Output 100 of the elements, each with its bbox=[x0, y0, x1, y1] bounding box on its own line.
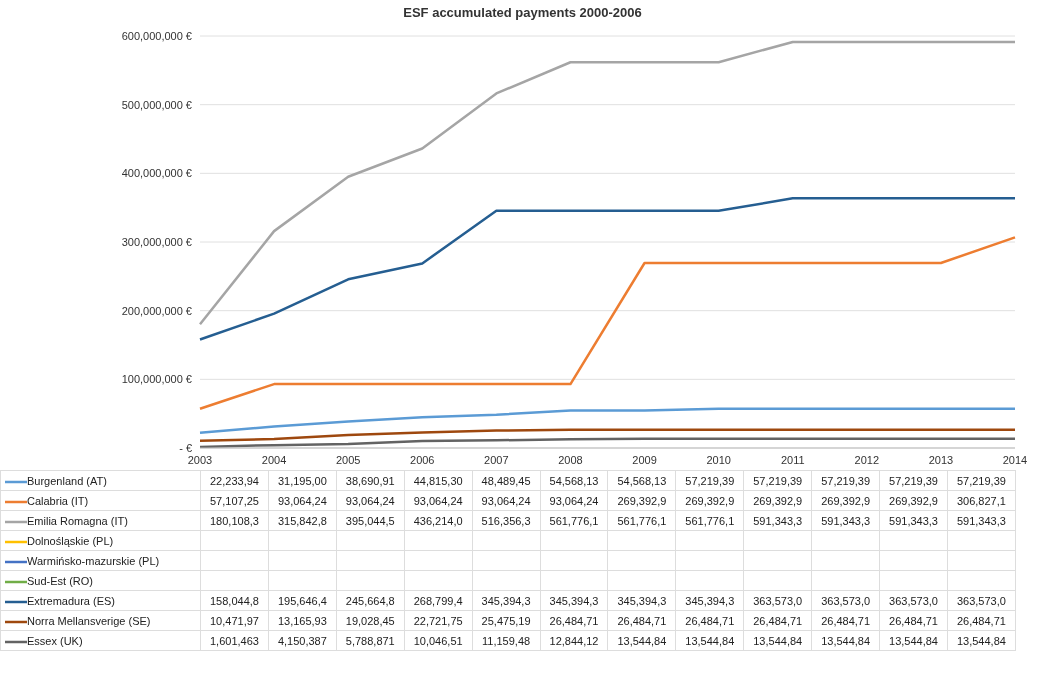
data-label: 44,815,30 bbox=[404, 470, 473, 491]
legend-label: Sud-Est (RO) bbox=[27, 574, 94, 587]
data-label: 345,394,3 bbox=[540, 590, 608, 611]
data-label: 11,159,48 bbox=[472, 630, 541, 651]
data-label: 591,343,3 bbox=[811, 510, 880, 531]
data-label: 13,544,84 bbox=[743, 630, 812, 651]
x-tick-label: 2005 bbox=[335, 453, 361, 466]
y-tick-label: 600,000,000 € bbox=[121, 29, 192, 42]
data-label: 25,475,19 bbox=[472, 610, 541, 631]
legend-label: Burgenland (AT) bbox=[27, 474, 107, 487]
legend-label: Norra Mellansverige (SE) bbox=[27, 614, 151, 627]
data-label: 363,573,0 bbox=[879, 590, 948, 611]
data-label: 306,827,1 bbox=[947, 490, 1016, 511]
data-label: 26,484,71 bbox=[947, 610, 1016, 631]
data-label: 10,471,97 bbox=[200, 610, 269, 631]
data-label: 5,788,871 bbox=[336, 630, 405, 651]
y-tick-label: 300,000,000 € bbox=[121, 235, 192, 248]
data-label: 269,392,9 bbox=[743, 490, 812, 511]
data-label: 57,219,39 bbox=[879, 470, 948, 491]
data-label: 93,064,24 bbox=[336, 490, 405, 511]
legend-label: Warmińsko-mazurskie (PL) bbox=[27, 554, 160, 567]
x-tick-label: 2007 bbox=[484, 453, 509, 466]
x-tick-label: 2008 bbox=[558, 453, 583, 466]
data-label: 158,044,8 bbox=[200, 590, 269, 611]
data-label: 345,394,3 bbox=[607, 590, 676, 611]
x-tick-label: 2006 bbox=[410, 453, 435, 466]
line-series bbox=[198, 40, 1017, 326]
data-label: 591,343,3 bbox=[743, 510, 812, 531]
data-label: 561,776,1 bbox=[540, 510, 608, 531]
data-label: 93,064,24 bbox=[472, 490, 541, 511]
x-tick-label: 2003 bbox=[187, 453, 213, 466]
data-label: 561,776,1 bbox=[607, 510, 676, 531]
data-label: 26,484,71 bbox=[607, 610, 676, 631]
line-series bbox=[198, 236, 1017, 411]
data-label: 13,544,84 bbox=[811, 630, 880, 651]
x-tick-label: 2009 bbox=[632, 453, 657, 466]
x-tick-label: 2014 bbox=[1002, 453, 1028, 466]
data-label: 268,799,4 bbox=[404, 590, 473, 611]
x-tick-label: 2011 bbox=[780, 453, 805, 466]
data-label: 22,721,75 bbox=[404, 610, 473, 631]
data-label: 12,844,12 bbox=[540, 630, 608, 651]
legend-label: Essex (UK) bbox=[27, 634, 83, 647]
data-label: 31,195,00 bbox=[268, 470, 337, 491]
data-label: 395,044,5 bbox=[336, 510, 405, 531]
data-label: 38,690,91 bbox=[336, 470, 405, 491]
legend-label: Dolnośląskie (PL) bbox=[27, 534, 114, 547]
data-label: 13,544,84 bbox=[675, 630, 744, 651]
line-series bbox=[198, 428, 1017, 443]
data-label: 48,489,45 bbox=[472, 470, 541, 491]
data-label: 26,484,71 bbox=[743, 610, 812, 631]
data-label: 195,646,4 bbox=[268, 590, 337, 611]
y-tick-label: 400,000,000 € bbox=[121, 167, 192, 180]
data-label: 93,064,24 bbox=[268, 490, 337, 511]
data-label: 245,664,8 bbox=[336, 590, 405, 611]
y-tick-label: 100,000,000 € bbox=[121, 373, 192, 386]
data-label: 180,108,3 bbox=[200, 510, 269, 531]
data-label: 345,394,3 bbox=[472, 590, 541, 611]
data-label: 591,343,3 bbox=[947, 510, 1016, 531]
data-label: 269,392,9 bbox=[675, 490, 744, 511]
y-tick-label: - € bbox=[179, 441, 192, 454]
data-label: 26,484,71 bbox=[879, 610, 948, 631]
data-label: 363,573,0 bbox=[947, 590, 1016, 611]
data-label: 13,544,84 bbox=[947, 630, 1016, 651]
data-label: 363,573,0 bbox=[811, 590, 880, 611]
data-label: 93,064,24 bbox=[404, 490, 473, 511]
legend-label: Calabria (IT) bbox=[27, 494, 89, 507]
data-label: 345,394,3 bbox=[675, 590, 744, 611]
data-label: 93,064,24 bbox=[540, 490, 608, 511]
chart-title: ESF accumulated payments 2000-2006 bbox=[402, 4, 643, 22]
data-label: 57,219,39 bbox=[743, 470, 812, 491]
y-tick-label: 500,000,000 € bbox=[121, 98, 192, 111]
data-label: 10,046,51 bbox=[404, 630, 473, 651]
y-tick-label: 200,000,000 € bbox=[121, 304, 192, 317]
data-label: 57,219,39 bbox=[675, 470, 744, 491]
data-label: 26,484,71 bbox=[811, 610, 880, 631]
data-label: 13,544,84 bbox=[607, 630, 676, 651]
data-label: 516,356,3 bbox=[472, 510, 541, 531]
x-tick-label: 2013 bbox=[928, 453, 954, 466]
data-label: 57,107,25 bbox=[200, 490, 269, 511]
data-label: 57,219,39 bbox=[947, 470, 1016, 491]
line-series bbox=[198, 437, 1017, 448]
data-label: 13,165,93 bbox=[268, 610, 337, 631]
data-label: 315,842,8 bbox=[268, 510, 337, 531]
data-label: 4,150,387 bbox=[268, 630, 337, 651]
x-tick-label: 2012 bbox=[854, 453, 880, 466]
data-label: 269,392,9 bbox=[607, 490, 676, 511]
data-label: 13,544,84 bbox=[879, 630, 948, 651]
data-label: 54,568,13 bbox=[540, 470, 608, 491]
data-label: 22,233,94 bbox=[200, 470, 269, 491]
data-label: 591,343,3 bbox=[879, 510, 948, 531]
data-label: 57,219,39 bbox=[811, 470, 880, 491]
data-label: 26,484,71 bbox=[675, 610, 744, 631]
legend-label: Extremadura (ES) bbox=[27, 594, 116, 607]
data-label: 269,392,9 bbox=[811, 490, 880, 511]
data-label: 1,601,463 bbox=[200, 630, 269, 651]
line-series bbox=[198, 197, 1017, 341]
x-tick-label: 2010 bbox=[706, 453, 731, 466]
data-label: 269,392,9 bbox=[879, 490, 948, 511]
data-label: 436,214,0 bbox=[404, 510, 473, 531]
data-label: 26,484,71 bbox=[540, 610, 608, 631]
